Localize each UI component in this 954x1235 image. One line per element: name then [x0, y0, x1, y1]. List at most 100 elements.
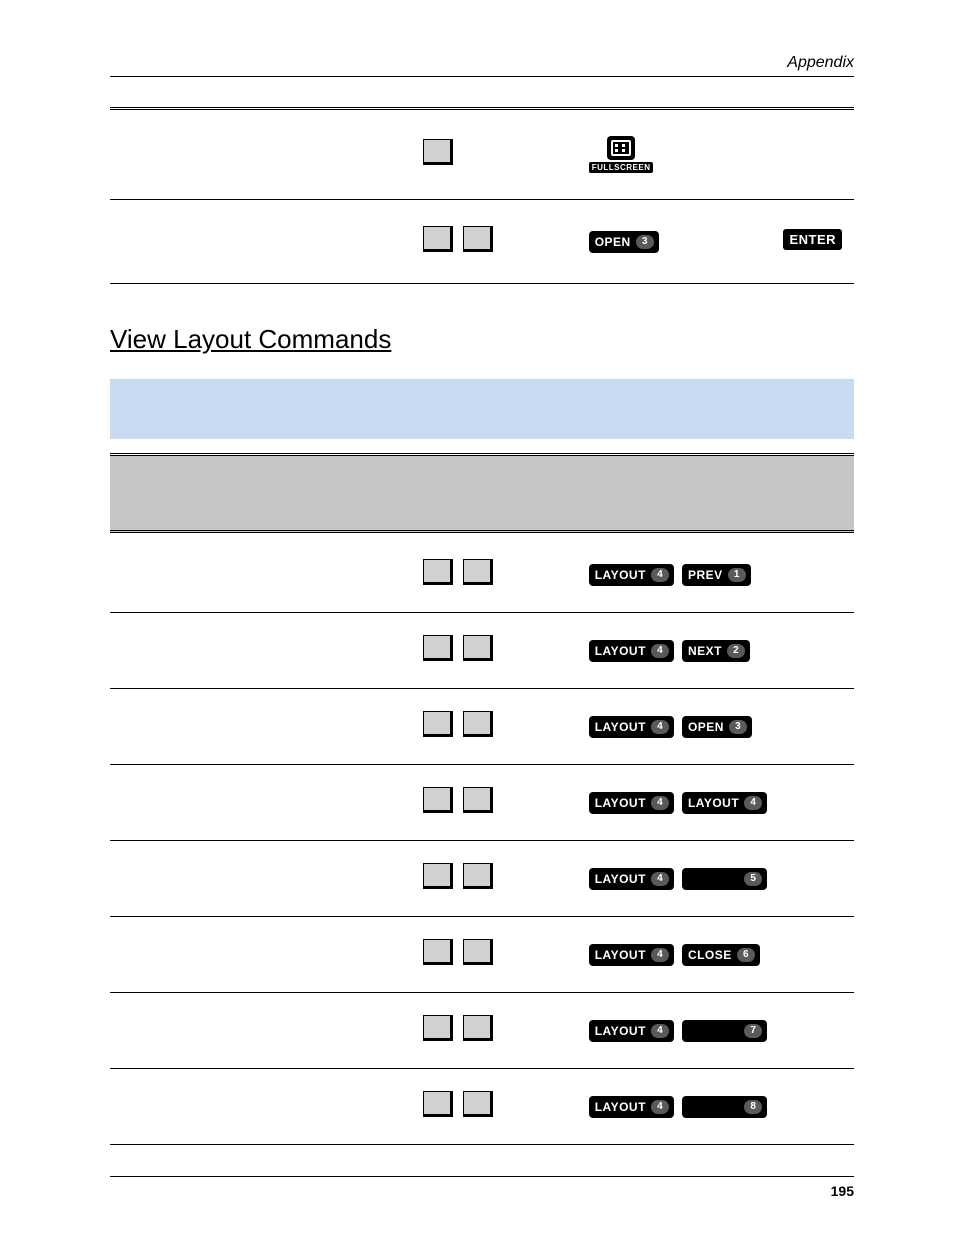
- cell-desc: [110, 689, 385, 765]
- cell-desc: [110, 532, 385, 613]
- table-row: LAYOUT 4 NEXT 2: [110, 613, 854, 689]
- grey-key-icon: [423, 711, 453, 737]
- grey-key-icon: [463, 863, 493, 889]
- grey-key-icon: [463, 1091, 493, 1117]
- key-number: 4: [651, 644, 669, 658]
- fullscreen-key: FULLSCREEN: [589, 136, 654, 173]
- cell-greykeys: [385, 613, 578, 689]
- key-pill: LAYOUT 4: [589, 640, 674, 662]
- key-label: LAYOUT: [595, 645, 646, 657]
- key-pill: LAYOUT 4: [589, 1096, 674, 1118]
- key-pill: NEXT 2: [682, 640, 750, 662]
- header-section-label: Appendix: [787, 54, 854, 71]
- table-header-cell: [110, 455, 385, 532]
- cell-keys: FULLSCREEN: [579, 109, 854, 200]
- table-row: FULLSCREEN: [110, 109, 854, 200]
- key-pill: CLOSE 6: [682, 944, 760, 966]
- grey-key-icon: [423, 226, 453, 252]
- cell-greykeys: [385, 765, 578, 841]
- key-number: 2: [727, 644, 745, 658]
- cell-keys: LAYOUT4 OPEN 3: [579, 689, 854, 765]
- key-label: PREV: [688, 569, 723, 581]
- key-number: 8: [744, 1100, 762, 1114]
- cell-keys: OPEN 3 ENTER: [579, 200, 854, 284]
- key-label: LAYOUT: [595, 949, 646, 961]
- cell-greykeys: [385, 1069, 578, 1145]
- key-number: 1: [728, 568, 746, 582]
- key-number: 4: [651, 948, 669, 962]
- section-title: View Layout Commands: [110, 324, 854, 355]
- cell-desc: [110, 200, 385, 284]
- cell-keys: LAYOUT 4 NEXT 2: [579, 613, 854, 689]
- key-pill: LAYOUT 4: [589, 944, 674, 966]
- grey-key-icon: [423, 139, 453, 165]
- key-label: NEXT: [688, 645, 722, 657]
- cell-greykeys: [385, 993, 578, 1069]
- table-row: LAYOUT 4 PREV 1: [110, 532, 854, 613]
- table-row: LAYOUT4 LAYOUT5: [110, 841, 854, 917]
- key-label: CLOSE: [688, 949, 732, 961]
- page-header-section: Appendix: [110, 54, 854, 77]
- footer-rule: [110, 1176, 854, 1177]
- grey-key-icon: [463, 635, 493, 661]
- key-number: 4: [651, 568, 669, 582]
- fullscreen-icon: [607, 136, 635, 160]
- key-number: 4: [651, 1100, 669, 1114]
- commands-table-layout: LAYOUT4PREV1LAYOUT4NEXT2LAYOUT4OPEN3LAYO…: [110, 453, 854, 1145]
- table-row: LAYOUT4 OPEN 3: [110, 689, 854, 765]
- grey-key-icon: [423, 635, 453, 661]
- key-label: OPEN: [595, 236, 631, 248]
- key-number: 4: [651, 720, 669, 734]
- key-number: 4: [651, 872, 669, 886]
- cell-desc: [110, 613, 385, 689]
- cell-greykeys: [385, 917, 578, 993]
- table-header-cell: [579, 455, 854, 532]
- key-pill: LAYOUT4: [682, 792, 767, 814]
- page-number-text: 195: [831, 1183, 854, 1199]
- cell-greykeys: [385, 841, 578, 917]
- cell-keys: LAYOUT4LAYOUT4: [579, 765, 854, 841]
- cell-greykeys: [385, 109, 578, 200]
- key-pill: LAYOUT4: [589, 1020, 674, 1042]
- key-pill: LAYOUT 4: [589, 564, 674, 586]
- cell-greykeys: [385, 689, 578, 765]
- table-row: LAYOUT4LAYOUT4: [110, 765, 854, 841]
- layout-table-body: LAYOUT4PREV1LAYOUT4NEXT2LAYOUT4OPEN3LAYO…: [110, 532, 854, 1145]
- key-label: OPEN: [688, 721, 724, 733]
- grey-key-icon: [463, 226, 493, 252]
- key-pill: OPEN 3: [589, 231, 659, 253]
- key-number: 5: [744, 872, 762, 886]
- key-pill: LAYOUT7: [682, 1020, 767, 1042]
- grey-key-icon: [463, 711, 493, 737]
- table-row: LAYOUT 4 CLOSE 6: [110, 917, 854, 993]
- cell-greykeys: [385, 532, 578, 613]
- enter-key: ENTER: [783, 229, 842, 250]
- key-number: 3: [729, 720, 747, 734]
- key-pill: LAYOUT5: [682, 868, 767, 890]
- key-pill: LAYOUT4: [589, 716, 674, 738]
- grey-key-icon: [423, 863, 453, 889]
- key-number: 4: [744, 796, 762, 810]
- table-row: OPEN 3 ENTER: [110, 200, 854, 284]
- cell-desc: [110, 109, 385, 200]
- grey-key-icon: [463, 559, 493, 585]
- grey-key-icon: [463, 939, 493, 965]
- key-label: LAYOUT: [595, 1101, 646, 1113]
- key-number: 6: [737, 948, 755, 962]
- key-label: LAYOUT: [595, 569, 646, 581]
- grey-key-icon: [463, 787, 493, 813]
- key-pill: PREV 1: [682, 564, 751, 586]
- commands-table-top: FULLSCREEN OPEN 3: [110, 107, 854, 284]
- cell-keys: LAYOUT4 LAYOUT5: [579, 841, 854, 917]
- table-row: LAYOUT 4LAYOUT 8: [110, 1069, 854, 1145]
- grey-key-icon: [423, 787, 453, 813]
- key-number: 3: [636, 235, 654, 249]
- grey-key-icon: [423, 559, 453, 585]
- section-title-text: View Layout Commands: [110, 324, 391, 354]
- grey-key-icon: [463, 1015, 493, 1041]
- cell-desc: [110, 841, 385, 917]
- fullscreen-label: FULLSCREEN: [589, 162, 654, 173]
- grey-key-icon: [423, 1091, 453, 1117]
- key-pill: LAYOUT4: [589, 868, 674, 890]
- page-number: 195: [831, 1179, 854, 1199]
